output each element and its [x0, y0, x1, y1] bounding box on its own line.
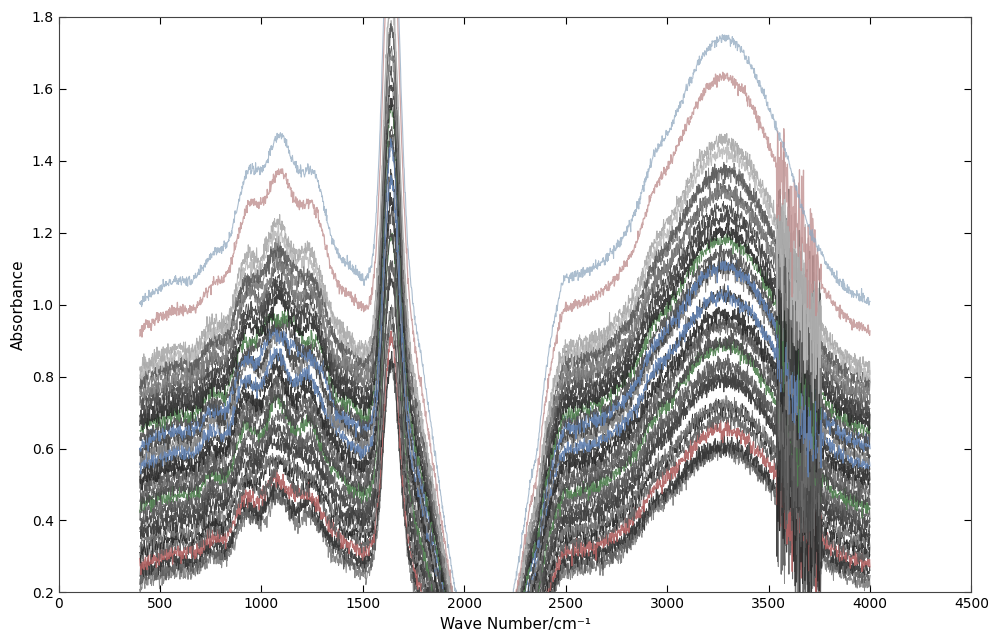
X-axis label: Wave Number/cm⁻¹: Wave Number/cm⁻¹: [440, 617, 591, 632]
Y-axis label: Absorbance: Absorbance: [11, 259, 26, 350]
